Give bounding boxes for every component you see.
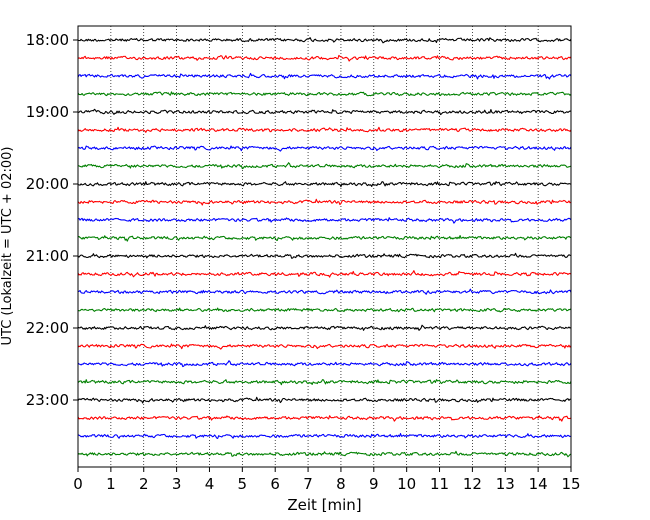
seismogram-trace <box>77 198 572 206</box>
seismogram-trace <box>77 108 572 116</box>
seismogram-trace <box>77 343 572 350</box>
seismogram-trace <box>77 450 572 458</box>
x-tick-label: 10 <box>397 475 416 493</box>
plot-frame <box>77 25 572 468</box>
seismogram-trace <box>77 145 572 152</box>
seismogram-trace <box>77 91 572 97</box>
seismogram-trace <box>77 396 572 404</box>
y-tick-label: 21:00 <box>26 247 69 265</box>
seismogram-trace <box>77 126 572 133</box>
seismogram-trace <box>77 37 572 44</box>
y-tick-label: 22:00 <box>26 319 69 337</box>
seismogram-trace <box>77 72 572 80</box>
seismogram-trace <box>77 307 572 313</box>
x-tick-label: 8 <box>336 475 346 493</box>
seismogram-trace <box>77 54 572 62</box>
seismogram-trace <box>77 360 572 368</box>
x-tick-label: 14 <box>529 475 548 493</box>
seismogram-trace <box>77 288 572 295</box>
seismogram-trace <box>77 324 572 331</box>
x-tick-label: 2 <box>139 475 149 493</box>
x-tick-label: 13 <box>496 475 515 493</box>
x-axis-ticks: 0 1 2 3 4 5 6 7 8 9 10 11 12 13 14 15 <box>73 467 581 493</box>
y-tick-label: 19:00 <box>26 103 69 121</box>
seismogram-trace <box>77 270 572 278</box>
x-tick-label: 11 <box>430 475 449 493</box>
x-tick-label: 15 <box>561 475 580 493</box>
y-tick-label: 20:00 <box>26 175 69 193</box>
x-axis-title: Zeit [min] <box>287 496 361 514</box>
x-tick-label: 6 <box>270 475 280 493</box>
seismogram-trace <box>77 234 572 242</box>
y-axis-ticks: 18:00 19:00 20:00 21:00 22:00 23:00 <box>26 31 78 409</box>
seismogram-trace <box>77 432 572 440</box>
seismogram-trace <box>77 252 572 259</box>
x-tick-label: 4 <box>205 475 215 493</box>
x-tick-label: 12 <box>463 475 482 493</box>
y-tick-label: 18:00 <box>26 31 69 49</box>
seismogram-trace <box>77 379 572 386</box>
y-axis-title: UTC (Lokalzeit = UTC + 02:00) <box>0 147 15 346</box>
x-tick-label: 7 <box>303 475 313 493</box>
x-tick-label: 0 <box>73 475 83 493</box>
seismogram-trace <box>77 415 572 422</box>
seismogram-traces <box>77 37 572 458</box>
x-tick-label: 1 <box>106 475 116 493</box>
seismogram-trace <box>77 162 572 170</box>
x-tick-label: 9 <box>369 475 379 493</box>
seismogram-trace <box>77 181 572 188</box>
x-tick-label: 5 <box>238 475 248 493</box>
seismogram-trace <box>77 217 572 224</box>
x-tick-label: 3 <box>172 475 182 493</box>
y-tick-label: 23:00 <box>26 391 69 409</box>
